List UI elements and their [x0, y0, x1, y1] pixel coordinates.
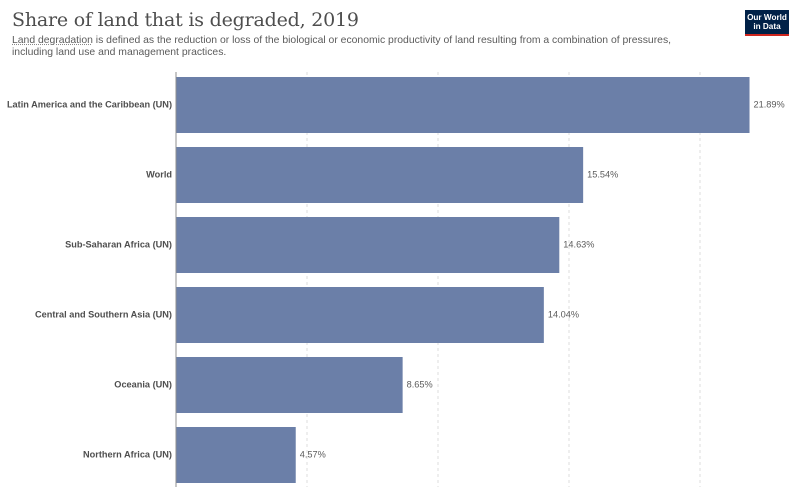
- category-label: World: [146, 169, 172, 179]
- value-label: 8.65%: [407, 379, 433, 389]
- owid-logo[interactable]: Our World in Data: [745, 10, 789, 36]
- bar[interactable]: [176, 77, 750, 133]
- bar[interactable]: [176, 427, 296, 483]
- subtitle-text: is defined as the reduction or loss of t…: [12, 35, 672, 58]
- bar[interactable]: [176, 147, 584, 203]
- value-label: 21.89%: [754, 99, 785, 109]
- value-label: 14.04%: [548, 309, 579, 319]
- value-label: 4.57%: [300, 449, 326, 459]
- logo-line-1: Our World: [747, 12, 787, 22]
- category-label: Oceania (UN): [114, 379, 172, 389]
- value-label: 14.63%: [563, 239, 594, 249]
- value-label: 15.54%: [587, 169, 618, 179]
- category-label: Northern Africa (UN): [83, 449, 172, 459]
- logo-line-2: in Data: [753, 22, 781, 31]
- chart-subtitle: Land degradation is defined as the reduc…: [12, 35, 712, 59]
- category-label: Central and Southern Asia (UN): [35, 309, 172, 319]
- grid-layer: [306, 72, 701, 487]
- subtitle-term-link[interactable]: Land degradation: [12, 35, 93, 46]
- category-label: Sub-Saharan Africa (UN): [65, 239, 172, 249]
- bar[interactable]: [176, 357, 403, 413]
- bar[interactable]: [176, 217, 560, 273]
- bar[interactable]: [176, 287, 544, 343]
- bar-layer: Latin America and the Caribbean (UN) 21.8…: [7, 77, 785, 483]
- category-label: Latin America and the Caribbean (UN): [7, 99, 172, 109]
- chart-title: Share of land that is degraded, 2019: [12, 9, 359, 31]
